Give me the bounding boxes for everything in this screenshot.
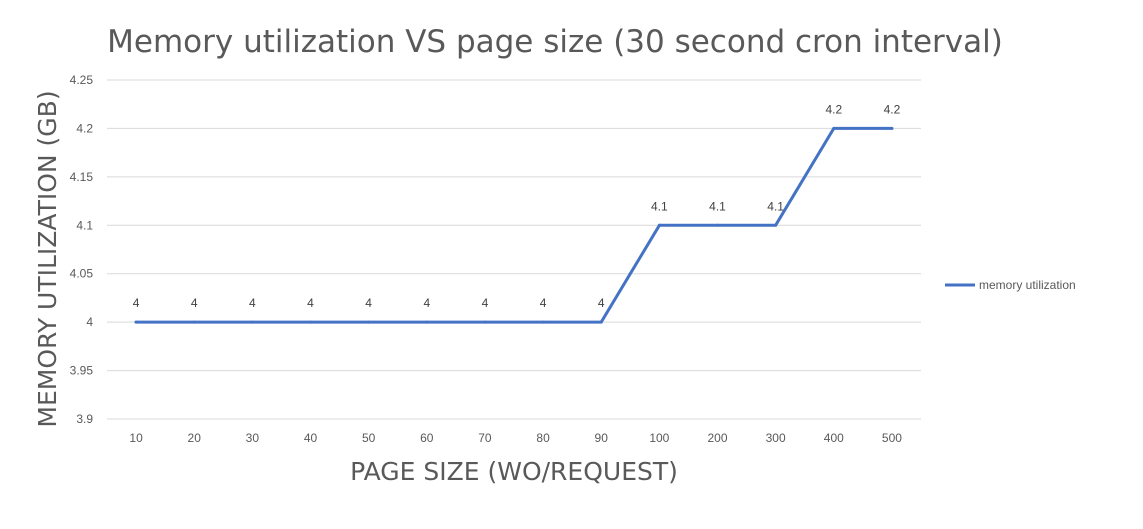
x-tick-label: 40 [304,431,318,445]
data-point [599,320,603,324]
data-point [890,126,894,130]
data-point [425,320,429,324]
data-point [309,320,312,324]
data-label: 4 [482,296,489,310]
data-label: 4.2 [884,102,901,116]
y-tick-label: 4 [86,315,93,329]
data-labels: 4 4 4 4 4 4 4 4 4 4.1 4.1 4.1 4.2 4.2 [133,102,901,310]
x-tick-label: 70 [478,431,492,445]
data-label: 4.1 [767,199,784,213]
data-label: 4 [365,296,372,310]
gridlines [107,79,921,420]
data-label: 4.2 [825,102,842,116]
data-point [250,320,254,324]
y-tick-label: 4.1 [76,218,93,232]
y-axis-title: MEMORY UTILIZATION (GB) [33,90,62,427]
x-tick-label: 10 [129,431,143,445]
x-axis-title: PAGE SIZE (WO/REQUEST) [350,457,678,486]
y-tick-label: 4.05 [70,267,94,281]
x-tick-label: 90 [595,431,609,445]
y-tick-label: 3.9 [76,412,93,426]
x-tick-label: 30 [246,431,260,445]
y-axis-ticks: 4.25 4.2 4.15 4.1 4.05 4 3.95 3.9 [70,73,94,426]
legend: memory utilization [945,278,1076,292]
data-point [192,320,196,324]
data-label: 4 [598,296,605,310]
x-axis-ticks: 10 20 30 40 50 60 70 80 90 100 200 300 400 500 [129,431,902,445]
x-tick-label: 80 [536,431,550,445]
data-label: 4 [133,296,140,310]
data-label: 4.1 [709,199,726,213]
data-label: 4 [249,296,256,310]
x-tick-label: 500 [882,431,902,445]
series-layer [134,126,894,324]
chart-title: Memory utilization VS page size (30 seco… [107,24,1003,60]
x-tick-label: 400 [824,431,844,445]
data-label: 4.1 [651,199,668,213]
y-tick-label: 4.25 [70,73,94,87]
x-tick-label: 60 [420,431,434,445]
data-point [716,223,719,227]
data-point [774,223,778,227]
data-point [134,320,138,324]
series-line-0 [134,126,894,324]
data-point [483,320,487,324]
y-tick-label: 4.2 [76,121,93,135]
data-point [367,320,371,324]
data-label: 4 [191,296,198,310]
y-tick-label: 3.95 [70,364,94,378]
x-tick-label: 20 [188,431,202,445]
data-point [832,126,836,130]
y-tick-label: 4.15 [70,170,94,184]
x-tick-label: 200 [707,431,727,445]
data-point [541,320,545,324]
data-label: 4 [423,296,430,310]
data-label: 4 [540,296,547,310]
x-tick-label: 300 [766,431,786,445]
x-tick-label: 50 [362,431,376,445]
data-label: 4 [307,296,314,310]
x-tick-label: 100 [649,431,669,445]
legend-label: memory utilization [979,278,1076,292]
data-point [657,223,661,227]
